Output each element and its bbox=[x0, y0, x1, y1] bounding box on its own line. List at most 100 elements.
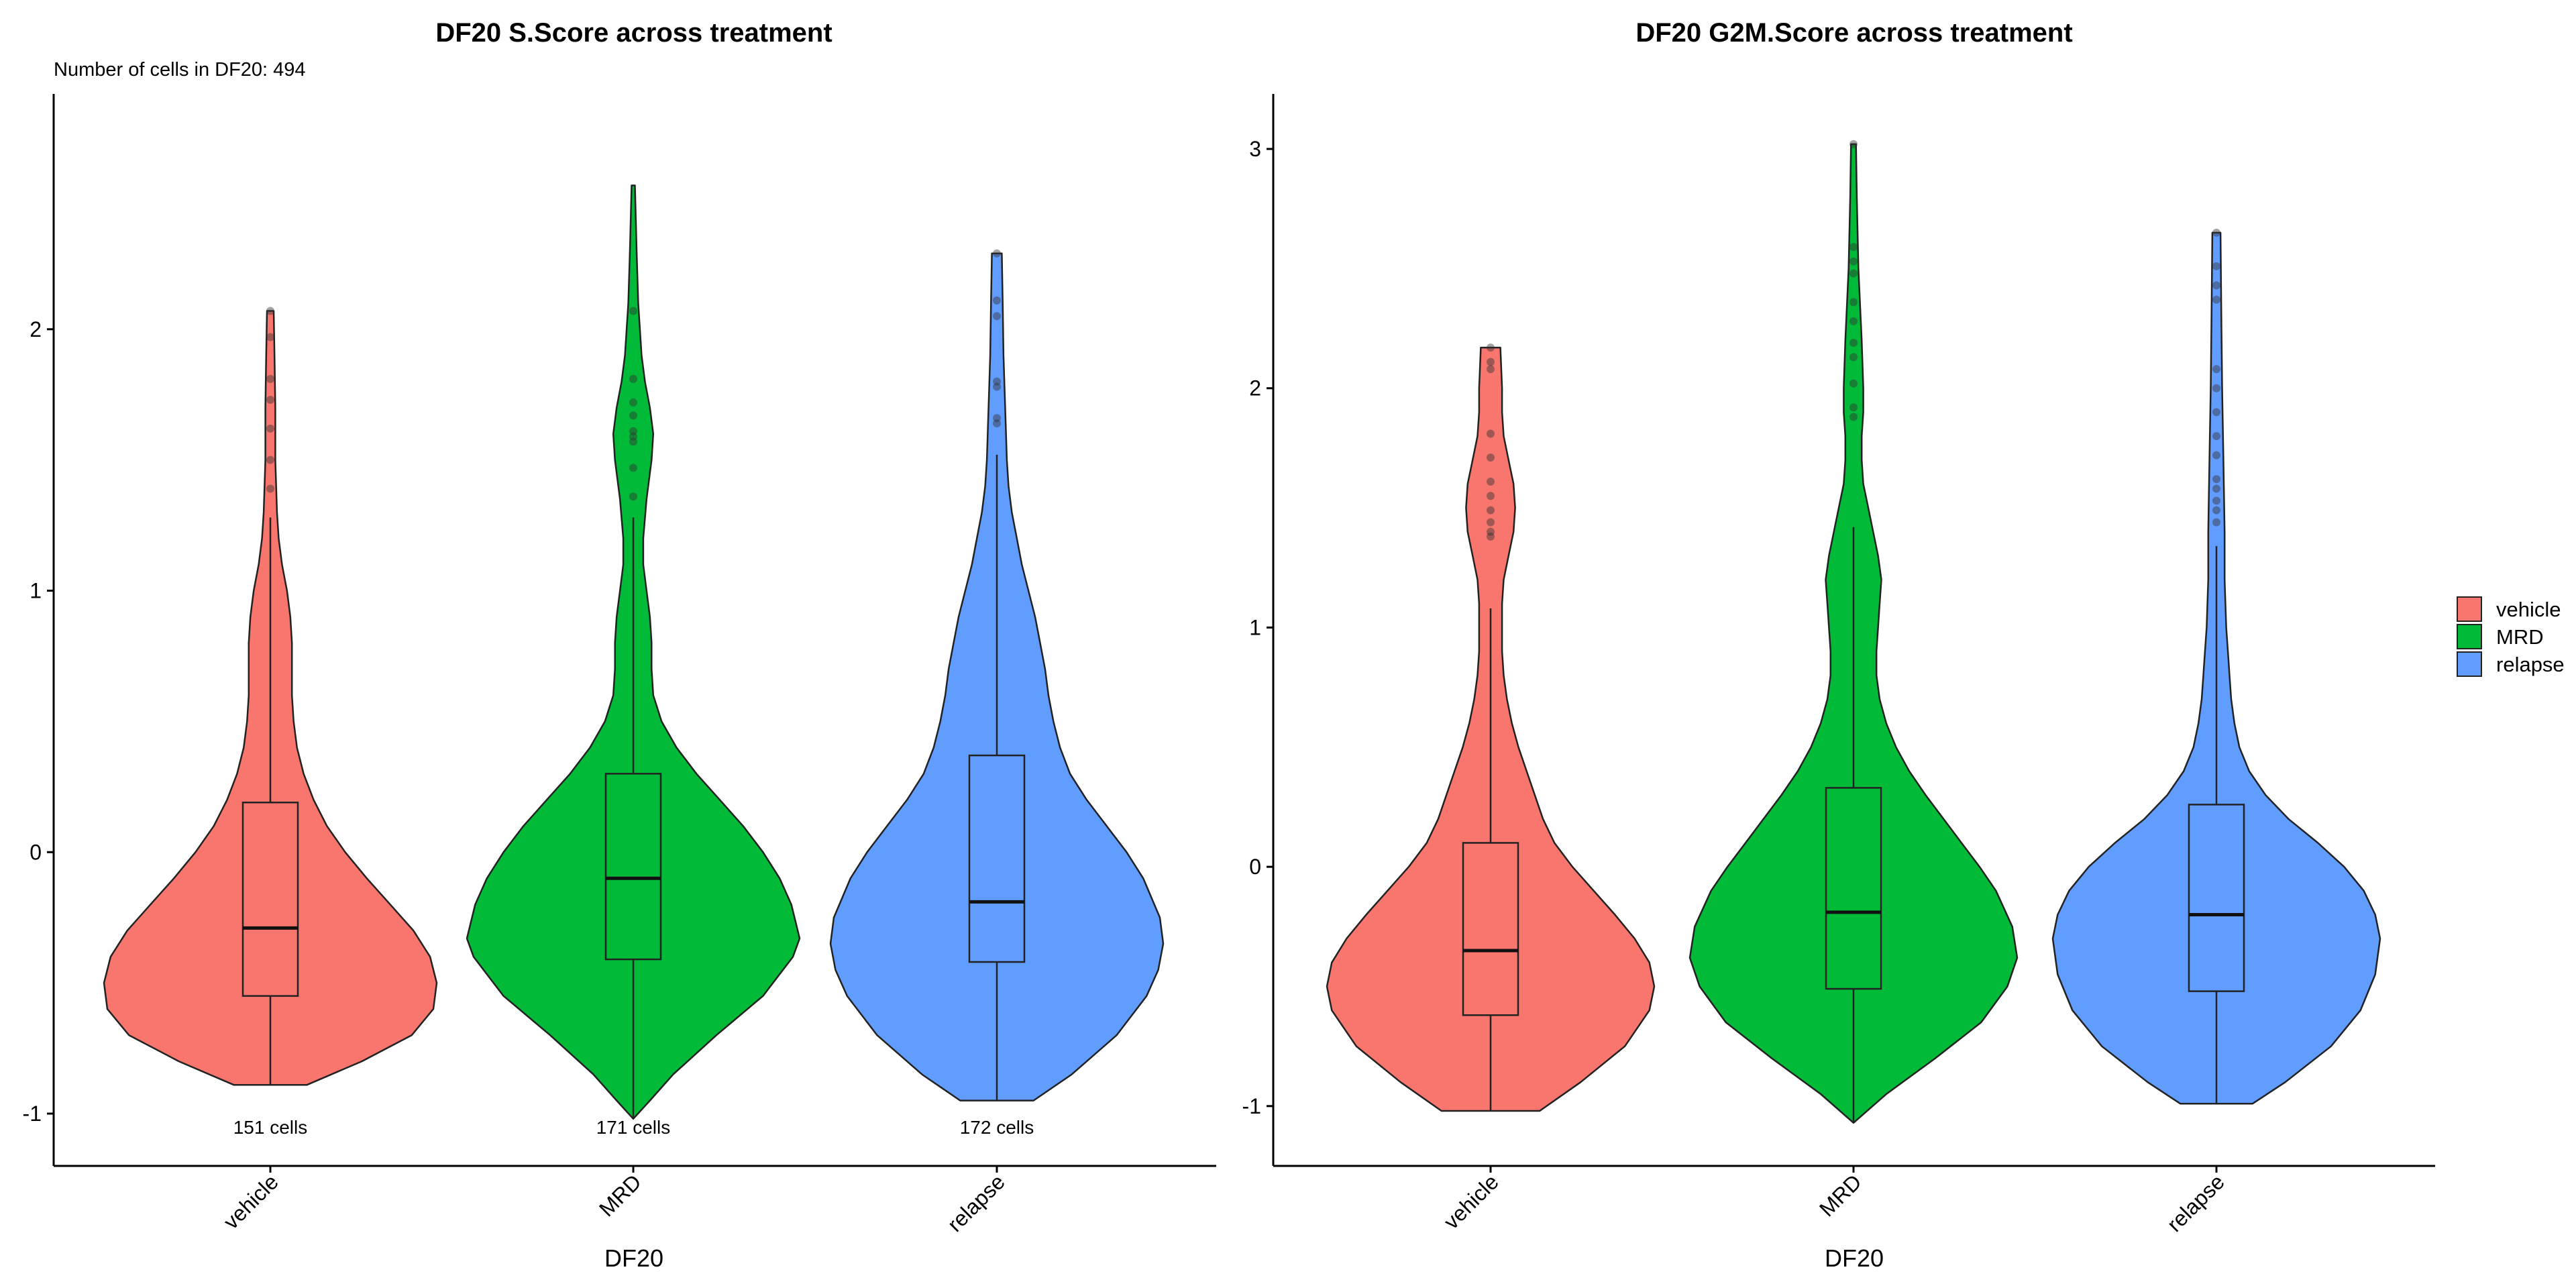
outlier-point bbox=[266, 455, 274, 464]
outlier-point bbox=[2212, 228, 2220, 237]
outlier-point bbox=[1487, 492, 1495, 500]
outlier-point bbox=[1487, 506, 1495, 515]
outlier-point bbox=[266, 333, 274, 341]
outlier-point bbox=[1487, 527, 1495, 536]
outlier-point bbox=[1849, 269, 1858, 278]
outlier-point bbox=[1849, 257, 1858, 266]
outlier-point bbox=[629, 374, 637, 383]
chart-title: DF20 S.Score across treatment bbox=[435, 18, 832, 48]
cell-count-label: 172 cells bbox=[960, 1117, 1034, 1138]
box-iqr bbox=[968, 754, 1026, 963]
outlier-point bbox=[629, 427, 637, 435]
outlier-point bbox=[2212, 518, 2220, 527]
outlier-point bbox=[1849, 298, 1858, 307]
outlier-point bbox=[266, 396, 274, 405]
outlier-point bbox=[2212, 295, 2220, 304]
outlier-point bbox=[1487, 453, 1495, 462]
legend-key-relapse bbox=[2457, 651, 2482, 677]
panel-s-score: DF20 S.Score across treatment Number of … bbox=[23, 18, 1216, 1272]
outlier-point bbox=[2212, 262, 2220, 270]
chart-title: DF20 G2M.Score across treatment bbox=[1635, 18, 2072, 48]
panel-g2m-score: DF20 G2M.Score across treatment -10123ve… bbox=[1242, 18, 2435, 1272]
outlier-point bbox=[266, 484, 274, 493]
outlier-point bbox=[993, 382, 1001, 391]
outlier-point bbox=[1849, 403, 1858, 412]
box-iqr bbox=[241, 801, 299, 997]
violin-group-vehicle bbox=[1326, 343, 1656, 1112]
legend-key-vehicle bbox=[2457, 596, 2482, 622]
outlier-point bbox=[1849, 317, 1858, 325]
outlier-point bbox=[2212, 408, 2220, 417]
violin-group-MRD bbox=[1688, 140, 2019, 1124]
outlier-point bbox=[1487, 365, 1495, 374]
outlier-point bbox=[629, 411, 637, 420]
x-axis-title: DF20 bbox=[604, 1244, 663, 1272]
box-iqr bbox=[1462, 842, 1519, 1016]
outlier-point bbox=[1849, 140, 1858, 148]
box-iqr bbox=[604, 773, 662, 961]
y-tick-label: -1 bbox=[23, 1102, 42, 1126]
violin-group-relapse: 172 cells bbox=[829, 249, 1165, 1138]
outlier-point bbox=[1487, 477, 1495, 486]
outlier-point bbox=[1487, 518, 1495, 527]
outlier-point bbox=[1487, 429, 1495, 438]
outlier-point bbox=[2212, 496, 2220, 505]
outlier-point bbox=[993, 414, 1001, 423]
outlier-point bbox=[2212, 451, 2220, 460]
outlier-point bbox=[2212, 475, 2220, 484]
legend-label-vehicle: vehicle bbox=[2496, 598, 2561, 621]
violin-group-relapse bbox=[2051, 228, 2381, 1105]
outlier-point bbox=[629, 437, 637, 446]
outlier-point bbox=[266, 307, 274, 315]
outlier-point bbox=[993, 419, 1001, 428]
outlier-point bbox=[1487, 343, 1495, 352]
outlier-point bbox=[2212, 365, 2220, 374]
outlier-point bbox=[2212, 281, 2220, 290]
outlier-point bbox=[993, 312, 1001, 321]
outlier-point bbox=[266, 374, 274, 383]
violin-group-vehicle: 151 cells bbox=[103, 307, 438, 1138]
outlier-point bbox=[629, 307, 637, 315]
legend-key-mrd bbox=[2457, 624, 2482, 649]
violin-group-MRD: 171 cells bbox=[466, 184, 801, 1138]
outlier-point bbox=[993, 377, 1001, 386]
box-iqr bbox=[2188, 804, 2245, 992]
outlier-point bbox=[2212, 484, 2220, 493]
outlier-point bbox=[629, 464, 637, 472]
legend: vehicle MRD relapse bbox=[2457, 596, 2565, 677]
outlier-point bbox=[629, 432, 637, 441]
outlier-point bbox=[629, 492, 637, 501]
outlier-point bbox=[1849, 413, 1858, 421]
chart-subtitle: Number of cells in DF20: 494 bbox=[54, 59, 306, 80]
x-axis-title: DF20 bbox=[1825, 1244, 1884, 1272]
legend-label-mrd: MRD bbox=[2496, 625, 2544, 649]
outlier-point bbox=[993, 296, 1001, 305]
y-tick-label: 1 bbox=[1249, 615, 1261, 639]
outlier-point bbox=[1849, 243, 1858, 252]
outlier-point bbox=[629, 398, 637, 407]
y-tick-label: 3 bbox=[1249, 137, 1261, 161]
cell-count-label: 171 cells bbox=[596, 1117, 671, 1138]
box-iqr bbox=[1825, 787, 1882, 990]
y-tick-label: 1 bbox=[30, 579, 42, 603]
outlier-point bbox=[1849, 353, 1858, 362]
outlier-point bbox=[1487, 532, 1495, 541]
y-tick-label: 0 bbox=[1249, 855, 1261, 879]
outlier-point bbox=[1849, 379, 1858, 388]
outlier-point bbox=[266, 424, 274, 433]
outlier-point bbox=[1849, 338, 1858, 347]
outlier-point bbox=[993, 249, 1001, 258]
y-tick-label: 2 bbox=[30, 317, 42, 341]
outlier-point bbox=[2212, 506, 2220, 515]
y-tick-label: 0 bbox=[30, 840, 42, 864]
outlier-point bbox=[2212, 384, 2220, 392]
outlier-point bbox=[1487, 358, 1495, 366]
y-tick-label: 2 bbox=[1249, 376, 1261, 400]
y-tick-label: -1 bbox=[1242, 1094, 1261, 1118]
cell-count-label: 151 cells bbox=[233, 1117, 308, 1138]
legend-label-relapse: relapse bbox=[2496, 653, 2565, 676]
outlier-point bbox=[2212, 432, 2220, 441]
